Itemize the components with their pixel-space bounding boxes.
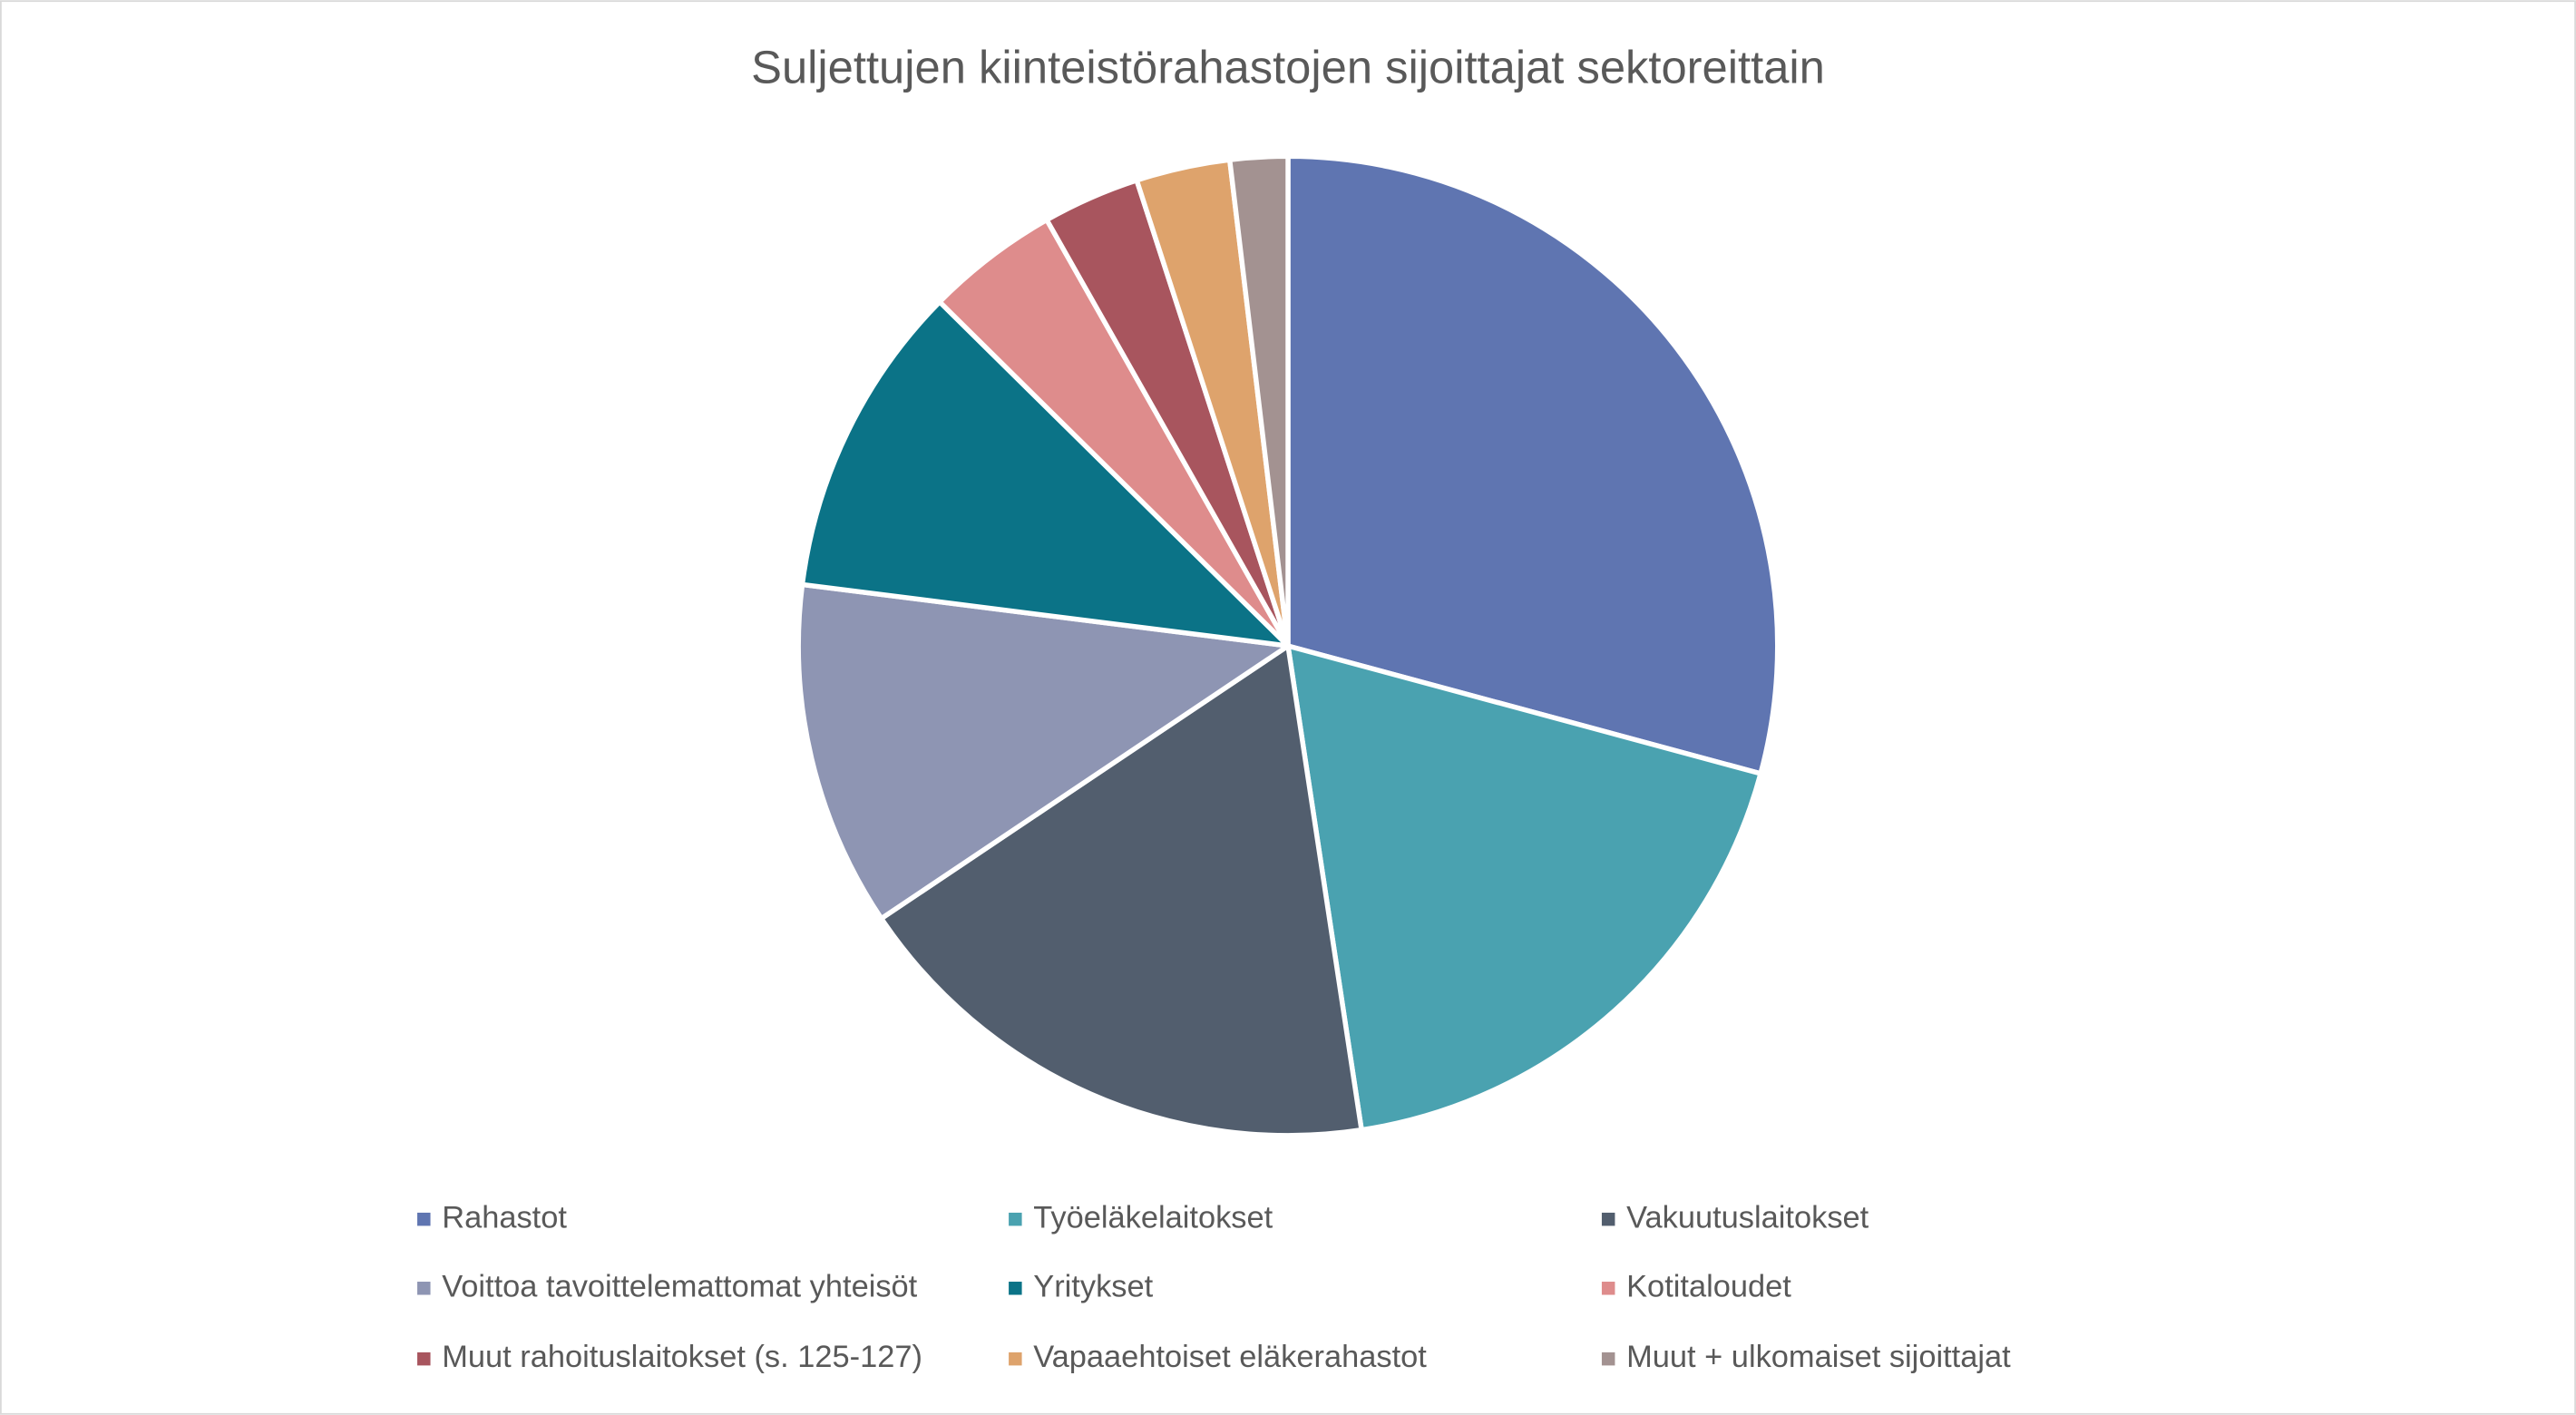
- legend-swatch: [417, 1352, 431, 1366]
- legend-swatch: [1009, 1352, 1022, 1366]
- pie-slice: [878, 643, 1364, 1138]
- legend-label: Muut rahoituslaitokset (s. 125-127): [442, 1340, 922, 1374]
- legend-label: Työeläkelaitokset: [1033, 1200, 1273, 1234]
- legend-swatch: [1009, 1212, 1022, 1226]
- legend-label: Vapaaehtoiset eläkerahastot: [1033, 1340, 1427, 1374]
- legend-swatch: [1009, 1282, 1022, 1295]
- legend-label: Yritykset: [1033, 1269, 1153, 1303]
- legend-label: Rahastot: [442, 1200, 567, 1234]
- legend-swatch: [417, 1282, 431, 1295]
- legend-label: Muut + ulkomaiset sijoittajat: [1626, 1340, 2011, 1374]
- chart-title: Suljettujen kiinteistörahastojen sijoitt…: [751, 42, 1825, 93]
- legend-label: Voittoa tavoittelemattomat yhteisöt: [442, 1269, 917, 1303]
- pie-slice: [1285, 643, 1763, 1133]
- legend-swatch: [1601, 1352, 1615, 1366]
- legend-label: Kotitaloudet: [1626, 1269, 1791, 1303]
- legend-swatch: [1601, 1212, 1615, 1226]
- pie-slice: [795, 581, 1291, 922]
- pie-slice: [1227, 153, 1291, 649]
- legend-swatch: [417, 1212, 431, 1226]
- pie-slice: [1285, 153, 1781, 776]
- legend-swatch: [1601, 1282, 1615, 1295]
- legend-label: Vakuutuslaitokset: [1626, 1200, 1869, 1234]
- pie-slice: [799, 299, 1291, 649]
